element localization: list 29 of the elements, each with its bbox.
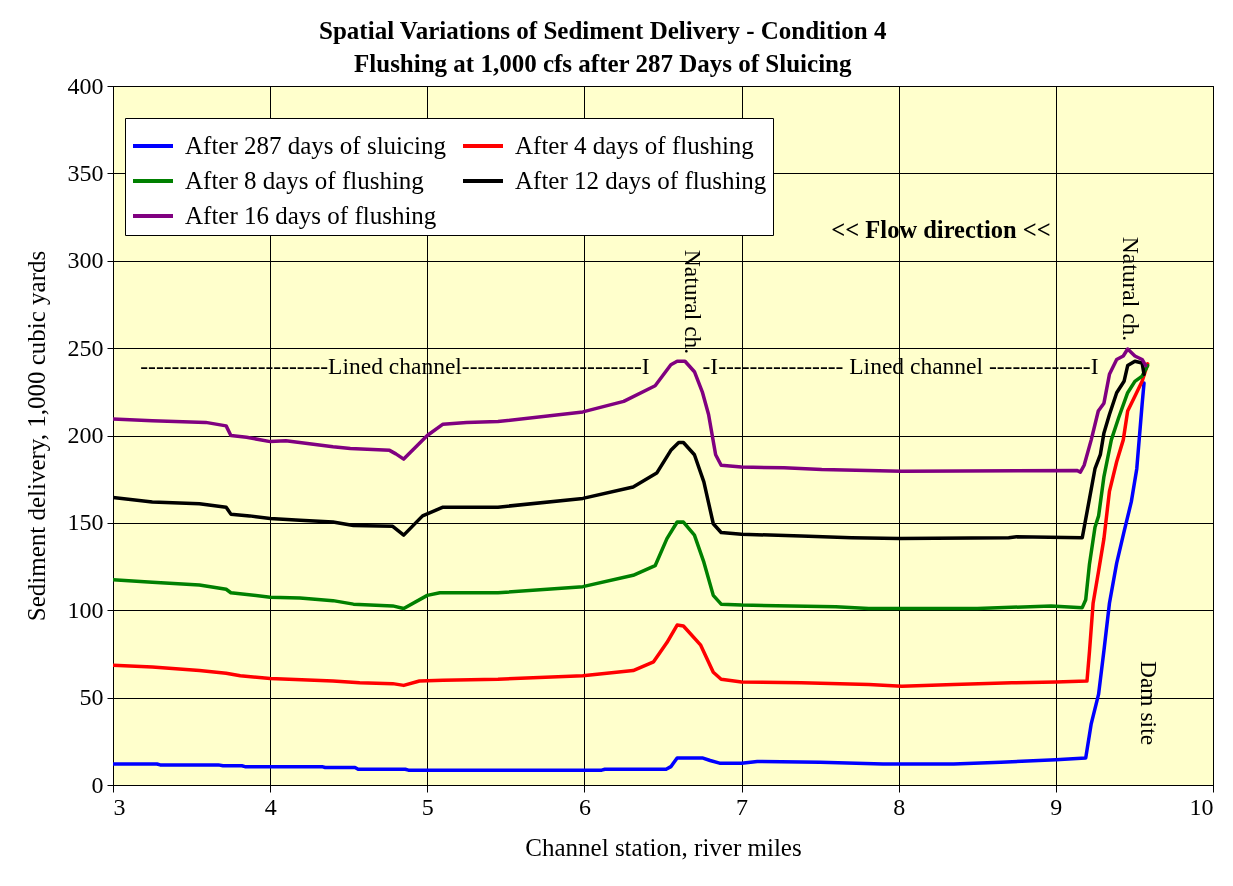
x-tick-label: 4 xyxy=(264,793,277,820)
y-tick-label: 300 xyxy=(67,247,104,274)
legend-label: After 16 days of flushing xyxy=(185,202,437,229)
chart-title: Spatial Variations of Sediment Delivery - Condition 4 xyxy=(319,17,887,44)
y-tick-label: 400 xyxy=(67,72,104,99)
legend-label: After 12 days of flushing xyxy=(515,167,767,194)
y-tick-label: 200 xyxy=(67,422,104,448)
legend-label: After 287 days of sluicing xyxy=(185,132,447,159)
legend-label: After 4 days of flushing xyxy=(515,132,755,159)
annotation: Natural ch. xyxy=(680,249,706,355)
x-tick-label: 7 xyxy=(736,793,749,820)
x-tick-label: 5 xyxy=(421,793,434,820)
x-tick-label: 6 xyxy=(578,793,591,820)
x-tick-label: 8 xyxy=(893,793,906,820)
x-tick-label: 9 xyxy=(1050,793,1063,820)
y-tick-label: 0 xyxy=(91,771,104,798)
legend-label: After 8 days of flushing xyxy=(185,167,425,194)
x-tick-label: 3 xyxy=(113,793,126,820)
chart-subtitle: Flushing at 1,000 cfs after 287 Days of Sluicing xyxy=(354,50,852,77)
x-axis-title: Channel station, river miles xyxy=(525,833,802,861)
annotation: Dam site xyxy=(1136,660,1162,746)
y-tick-label: 100 xyxy=(67,596,104,623)
y-tick-label: 50 xyxy=(79,684,104,711)
annotation: Natural ch. xyxy=(1118,236,1144,342)
x-tick-label: 10 xyxy=(1189,793,1214,820)
y-tick-label: 150 xyxy=(67,509,104,536)
y-tick-label: 350 xyxy=(67,159,104,186)
y-tick-label: 250 xyxy=(67,334,104,361)
y-axis-title: Sediment delivery, 1,000 cubic yards xyxy=(22,250,50,622)
